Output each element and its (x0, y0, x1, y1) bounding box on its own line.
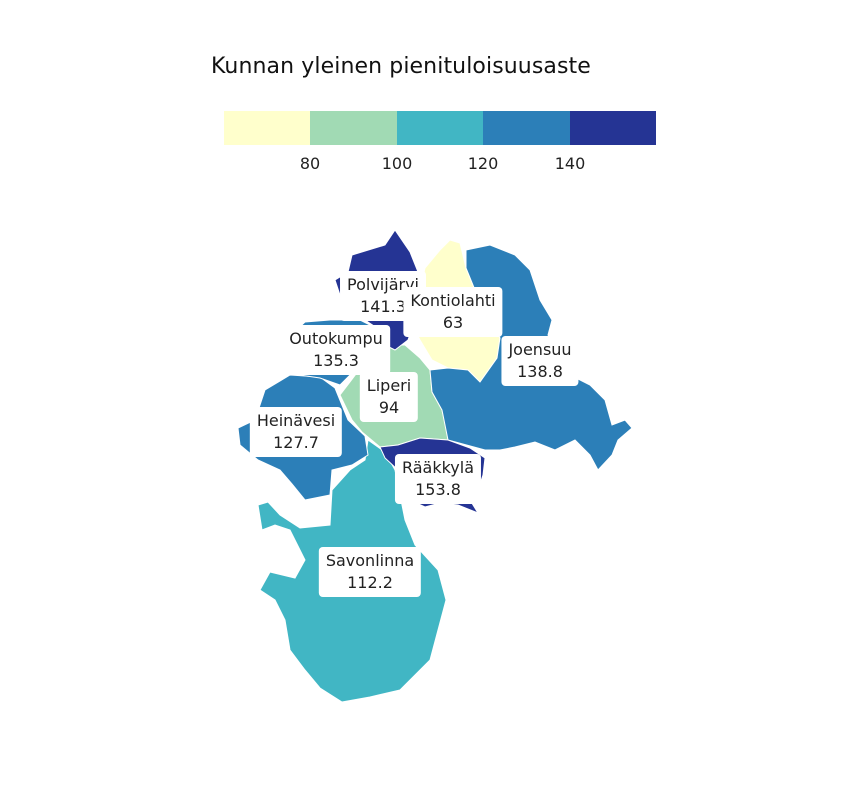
label-name: Polvijärvi (347, 275, 419, 294)
label-name: Heinävesi (256, 411, 336, 430)
label-value: 153.8 (415, 480, 461, 499)
color-legend (224, 111, 657, 145)
legend-tick-100: 100 (381, 154, 413, 173)
label-raakkyla: Rääkkylä 153.8 (394, 454, 482, 504)
label-name: Rääkkylä (401, 458, 475, 477)
label-heinavesi: Heinävesi 127.7 (249, 407, 343, 457)
label-kontiolahti: Kontiolahti 63 (403, 287, 503, 337)
legend-swatch-1 (224, 111, 311, 145)
label-value: 127.7 (273, 433, 319, 452)
label-name: Kontiolahti (410, 291, 496, 310)
label-outokumpu: Outokumpu 135.3 (282, 325, 390, 375)
map-title: Kunnan yleinen pienituloisuusaste (211, 54, 591, 79)
label-value: 94 (378, 398, 400, 417)
label-joensuu: Joensuu 138.8 (501, 336, 579, 386)
label-name: Savonlinna (325, 551, 415, 570)
label-value: 112.2 (347, 573, 393, 592)
legend-swatch-2 (310, 111, 397, 145)
label-value: 135.3 (313, 351, 359, 370)
legend-tick-140: 140 (554, 154, 586, 173)
label-name: Joensuu (508, 340, 572, 359)
label-value: 138.8 (517, 362, 563, 381)
legend-tick-120: 120 (467, 154, 499, 173)
legend-swatch-3 (396, 111, 484, 145)
label-liperi: Liperi 94 (359, 372, 419, 422)
label-name: Outokumpu (289, 329, 383, 348)
label-value: 63 (442, 313, 464, 332)
legend-tick-80: 80 (299, 154, 321, 173)
label-savonlinna: Savonlinna 112.2 (318, 547, 422, 597)
label-value: 141.3 (360, 297, 406, 316)
label-name: Liperi (366, 376, 412, 395)
legend-swatch-4 (483, 111, 570, 145)
legend-swatch-5 (569, 111, 657, 145)
